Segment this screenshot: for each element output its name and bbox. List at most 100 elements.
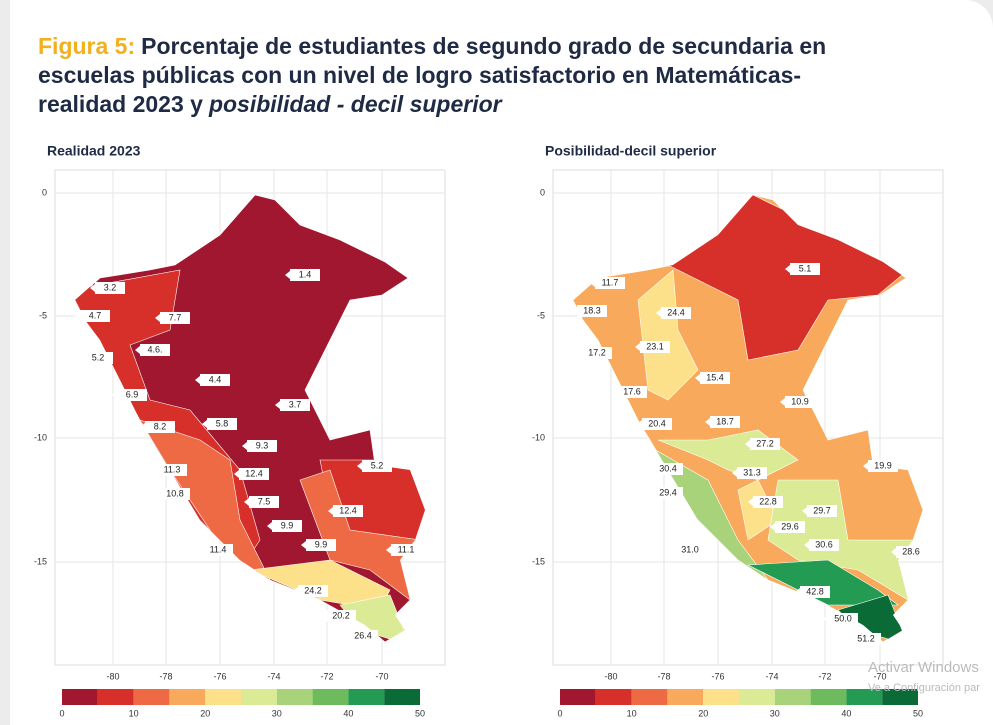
colorbar-segment	[384, 689, 420, 705]
label-pointer	[321, 612, 326, 620]
label-pointer	[78, 354, 83, 362]
region-label: 18.7	[716, 416, 734, 426]
label-box	[160, 488, 190, 500]
colorbar-segment	[774, 689, 811, 705]
label-pointer	[155, 490, 160, 498]
region-label: 7.7	[169, 312, 182, 322]
label-box	[290, 269, 320, 281]
label-box	[710, 416, 740, 428]
region-label: 19.9	[874, 460, 892, 470]
label-pointer	[301, 541, 306, 549]
label-box	[653, 463, 683, 475]
region-label: 20.2	[332, 610, 350, 620]
label-pointer	[635, 343, 640, 351]
label-box	[785, 396, 815, 408]
label-pointer	[804, 541, 809, 549]
title-text: realidad 2023 y	[38, 91, 203, 117]
label-box	[653, 487, 683, 499]
label-pointer	[357, 462, 362, 470]
label-pointer	[648, 465, 653, 473]
label-pointer	[612, 388, 617, 396]
colorbar-segment	[667, 689, 704, 705]
label-pointer	[863, 462, 868, 470]
label-box	[675, 544, 705, 556]
region-label: 11.1	[398, 544, 415, 554]
label-box	[280, 399, 310, 411]
label-box	[700, 372, 730, 384]
label-box	[775, 521, 805, 533]
x-tick-label: -74	[267, 671, 280, 681]
region-label: 29.6	[781, 521, 799, 531]
region-label: 7.5	[258, 496, 271, 506]
y-tick-label: -5	[39, 310, 47, 320]
label-box	[207, 418, 237, 430]
region-label: 12.4	[339, 505, 357, 515]
colorbar-segment	[205, 689, 241, 705]
label-box	[247, 440, 277, 452]
label-pointer	[135, 346, 140, 354]
x-tick-label: -70	[375, 671, 388, 681]
label-pointer	[846, 635, 851, 643]
colorbar-segment	[133, 689, 170, 705]
colorbar-tick-label: 40	[343, 708, 353, 718]
label-box	[868, 460, 898, 472]
label-box	[640, 341, 670, 353]
colorbar-segment	[739, 689, 775, 705]
region-label: 11.3	[164, 464, 181, 474]
colorbar-tick-label: 30	[770, 708, 780, 718]
label-box	[828, 613, 858, 625]
colorbar-segment	[595, 689, 632, 705]
colorbar-tick-label: 20	[698, 708, 708, 718]
label-pointer	[267, 522, 272, 530]
label-box	[239, 468, 269, 480]
label-pointer	[577, 349, 582, 357]
label-box	[642, 418, 672, 430]
figure-label: Figura 5:	[38, 33, 136, 59]
region-label: 24.2	[304, 585, 322, 595]
label-pointer	[637, 420, 642, 428]
region-label: 5.2	[371, 460, 384, 470]
label-pointer	[590, 279, 595, 287]
region-label: 17.2	[588, 347, 606, 357]
label-box	[117, 389, 147, 401]
title-line: realidad 2023 y posibilidad - decil super…	[38, 90, 826, 119]
region-label: 27.2	[756, 438, 774, 448]
label-pointer	[823, 615, 828, 623]
label-box	[790, 263, 820, 275]
label-box	[896, 546, 926, 558]
x-tick-label: -80	[604, 671, 617, 681]
region-label: 9.9	[315, 539, 328, 549]
region-label: 4.4	[209, 374, 222, 384]
label-box	[306, 539, 336, 551]
label-box	[851, 633, 881, 645]
region-label: 1.4	[299, 269, 312, 279]
colorbar-segment	[62, 689, 98, 705]
label-box	[362, 460, 392, 472]
x-tick-label: -78	[159, 671, 172, 681]
label-box	[737, 467, 767, 479]
region-label: 6.9	[126, 389, 139, 399]
label-pointer	[785, 265, 790, 273]
label-box	[80, 310, 110, 322]
colorbar-segment	[810, 689, 847, 705]
label-pointer	[155, 314, 160, 322]
region	[139, 419, 271, 581]
colorbar-segment	[276, 689, 313, 705]
label-pointer	[242, 442, 247, 450]
region-label: 5.1	[799, 263, 812, 273]
colorbar-tick-label: 30	[272, 708, 282, 718]
y-tick-label: -10	[532, 432, 545, 442]
colorbar-tick-label: 20	[200, 708, 210, 718]
region-label: 42.8	[806, 586, 824, 596]
x-tick-label: -74	[765, 671, 778, 681]
label-pointer	[648, 489, 653, 497]
label-pointer	[891, 548, 896, 556]
region-label: 15.4	[706, 372, 724, 382]
label-pointer	[195, 376, 200, 384]
label-box	[661, 307, 691, 319]
region-label: 29.4	[659, 487, 677, 497]
region-label: 5.8	[216, 418, 229, 428]
label-box	[298, 585, 328, 597]
label-pointer	[202, 420, 207, 428]
